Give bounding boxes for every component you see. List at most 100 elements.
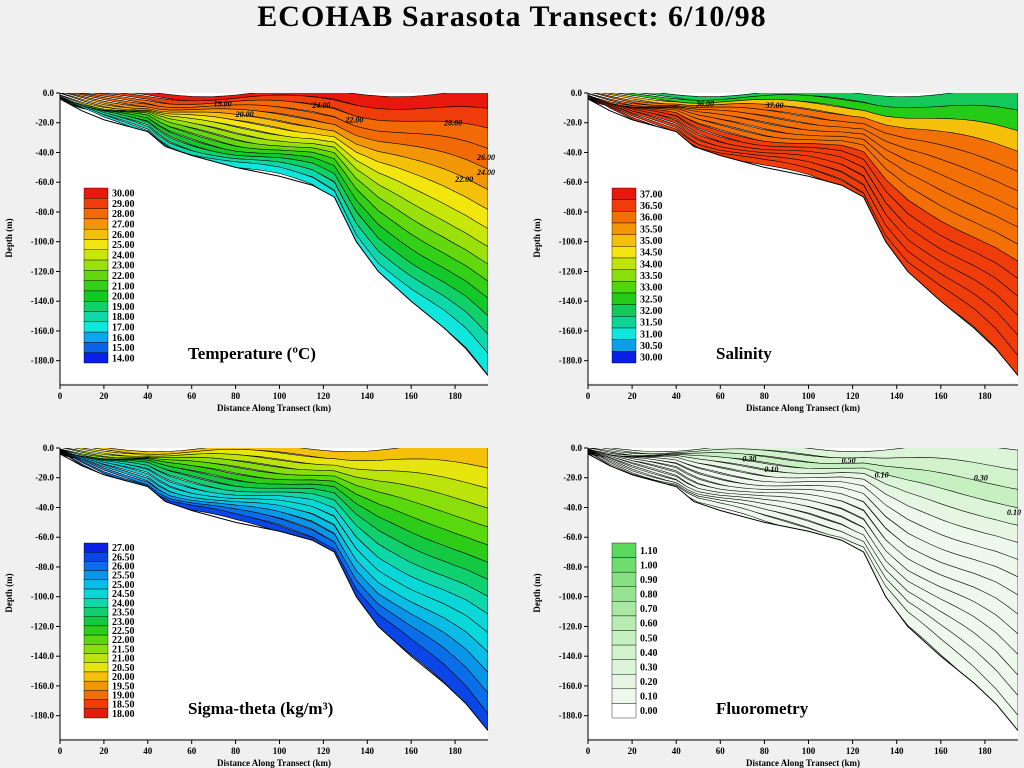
temperature-colorbar-label: 15.00 [112, 343, 135, 354]
sigma-theta-colorbar-label: 24.50 [112, 589, 135, 600]
sigma-theta-colorbar-swatch [83, 625, 109, 636]
sigma-theta-x-tick-label: 80 [231, 746, 241, 756]
sigma-theta-y-label: Depth (m) [4, 573, 14, 612]
fluorometry-x-tick-label: 120 [846, 746, 860, 756]
salinity-y-tick-label: -60.0 [563, 177, 582, 187]
sigma-theta-colorbar-swatch [83, 690, 109, 700]
salinity-colorbar-swatch [611, 257, 637, 270]
sigma-theta-band-8 [60, 453, 488, 619]
fluorometry-x-tick-label: 40 [672, 746, 682, 756]
salinity-x-tick-label: 140 [890, 391, 904, 401]
temperature-colorbar-swatch [83, 321, 109, 333]
temperature-colorbar-swatch [83, 270, 109, 281]
fluorometry-y-tick-label: -40.0 [563, 502, 582, 512]
fluorometry-colorbar-label: 0.70 [640, 604, 658, 615]
sigma-theta-band-5 [60, 452, 488, 568]
sigma-theta-colorbar-label: 20.00 [112, 672, 135, 683]
sigma-theta-y-tick-label: -20.0 [35, 473, 54, 483]
fluorometry-band-3 [588, 451, 1018, 530]
sigma-theta-colorbar-swatch [83, 616, 109, 627]
fluorometry-colorbar-swatch [611, 542, 637, 558]
temperature-colorbar-swatch [83, 352, 109, 364]
fluorometry-colorbar-label: 0.30 [640, 662, 658, 673]
temperature-colorbar: 30.0029.0028.0027.0026.0025.0024.0023.00… [83, 187, 135, 364]
fluorometry-colorbar-label: 0.20 [640, 677, 658, 688]
sigma-theta-y-tick-label: -120.0 [31, 621, 55, 631]
fluorometry-colorbar-label: 0.50 [640, 633, 658, 644]
temperature-band-11 [60, 99, 488, 321]
salinity-contour-label: 37.00 [765, 101, 784, 110]
temperature-colorbar-swatch [83, 198, 109, 209]
salinity-x-tick-label: 20 [628, 391, 638, 401]
temperature-x-tick-label: 40 [143, 391, 153, 401]
fluorometry-colorbar-label: 0.80 [640, 590, 658, 601]
salinity-colorbar-swatch [611, 234, 637, 247]
salinity-y-tick-label: -20.0 [563, 118, 582, 128]
temperature-colorbar-swatch [83, 311, 109, 323]
fluorometry-colorbar-label: 1.00 [640, 560, 658, 571]
fluorometry-x-label: Distance Along Transect (km) [746, 758, 860, 768]
fluorometry-contour-label: 0.10 [875, 471, 889, 480]
temperature-x-tick-label: 120 [317, 391, 331, 401]
sigma-theta-colorbar-label: 21.50 [112, 644, 135, 655]
fluorometry-panel-title: Fluorometry [716, 699, 809, 718]
salinity-colorbar-swatch [611, 316, 637, 329]
temperature-colorbar-swatch [83, 187, 109, 199]
temperature-y-tick-label: -180.0 [31, 356, 55, 366]
temperature-y-label: Depth (m) [4, 218, 14, 257]
fluorometry-colorbar-swatch [611, 674, 637, 690]
fluorometry-contour-label: 0.30 [974, 474, 988, 483]
temperature-colorbar-swatch [83, 301, 109, 312]
sigma-theta-colorbar-swatch [83, 653, 109, 663]
temperature-colorbar-swatch [83, 259, 109, 271]
temperature-contour-label: 26.00 [476, 153, 495, 162]
salinity-band-7 [588, 98, 1018, 250]
salinity-field [588, 93, 1018, 376]
sigma-theta-colorbar-label: 19.50 [112, 681, 135, 692]
temperature-y-tick-label: -120.0 [31, 266, 55, 276]
sigma-theta-x-tick-label: 140 [361, 746, 375, 756]
sigma-theta-y-tick-label: -180.0 [31, 711, 55, 721]
salinity-colorbar-swatch [611, 292, 637, 305]
temperature-contour-label: 24.00 [311, 101, 330, 110]
sigma-theta-colorbar-label: 26.50 [112, 552, 135, 563]
temperature-y-tick-label: -60.0 [35, 177, 54, 187]
temperature-colorbar-label: 24.00 [112, 250, 135, 261]
temperature-colorbar-label: 28.00 [112, 209, 135, 220]
fluorometry-contour-label: 0.50 [842, 456, 856, 465]
sigma-theta-y-tick-label: -160.0 [31, 681, 55, 691]
salinity-x-tick-label: 80 [760, 391, 770, 401]
salinity-y-tick-label: -160.0 [559, 326, 583, 336]
fluorometry-y-tick-label: -100.0 [559, 592, 583, 602]
temperature-colorbar-label: 20.00 [112, 292, 135, 303]
sigma-theta-colorbar-label: 23.00 [112, 617, 135, 628]
fluorometry-colorbar-label: 0.90 [640, 575, 658, 586]
sigma-theta-colorbar-swatch [83, 671, 109, 682]
temperature-colorbar-label: 26.00 [112, 230, 135, 241]
fluorometry-colorbar-swatch [611, 688, 637, 704]
fluorometry-colorbar-swatch [611, 615, 637, 631]
temperature-panel: 0 20 40 60 80 100 120 140 160 180 0.0 -20.0 -40.0 -60… [4, 88, 495, 413]
sigma-theta-colorbar-label: 23.50 [112, 608, 135, 619]
salinity-x-tick-label: 100 [802, 391, 816, 401]
temperature-field [60, 93, 488, 376]
temperature-x-tick-label: 180 [448, 391, 462, 401]
fluorometry-panel: 0 20 40 60 80 100 120 140 160 180 0.0 -20.0 -40.0 -60… [532, 443, 1021, 768]
salinity-colorbar-label: 36.00 [640, 213, 663, 224]
salinity-colorbar-swatch [611, 304, 637, 317]
sigma-theta-field [60, 448, 488, 731]
fluorometry-colorbar-label: 0.40 [640, 648, 658, 659]
sigma-theta-x-tick-label: 0 [58, 746, 63, 756]
salinity-colorbar-label: 36.50 [640, 201, 663, 212]
temperature-contour-label: 19.00 [214, 99, 232, 108]
fluorometry-y-label: Depth (m) [532, 573, 542, 612]
temperature-band-9 [60, 99, 488, 287]
temperature-colorbar-label: 19.00 [112, 302, 135, 313]
fluorometry-contour-label: 0.10 [1007, 508, 1021, 517]
temperature-y-tick-label: -40.0 [35, 147, 54, 157]
salinity-y-tick-label: -100.0 [559, 237, 583, 247]
sigma-theta-colorbar-swatch [83, 588, 109, 599]
sigma-theta-colorbar-swatch [83, 570, 109, 581]
fluorometry-x-tick-label: 60 [716, 746, 726, 756]
sigma-theta-colorbar: 27.0026.5026.0025.5025.0024.5024.0023.50… [83, 542, 135, 720]
